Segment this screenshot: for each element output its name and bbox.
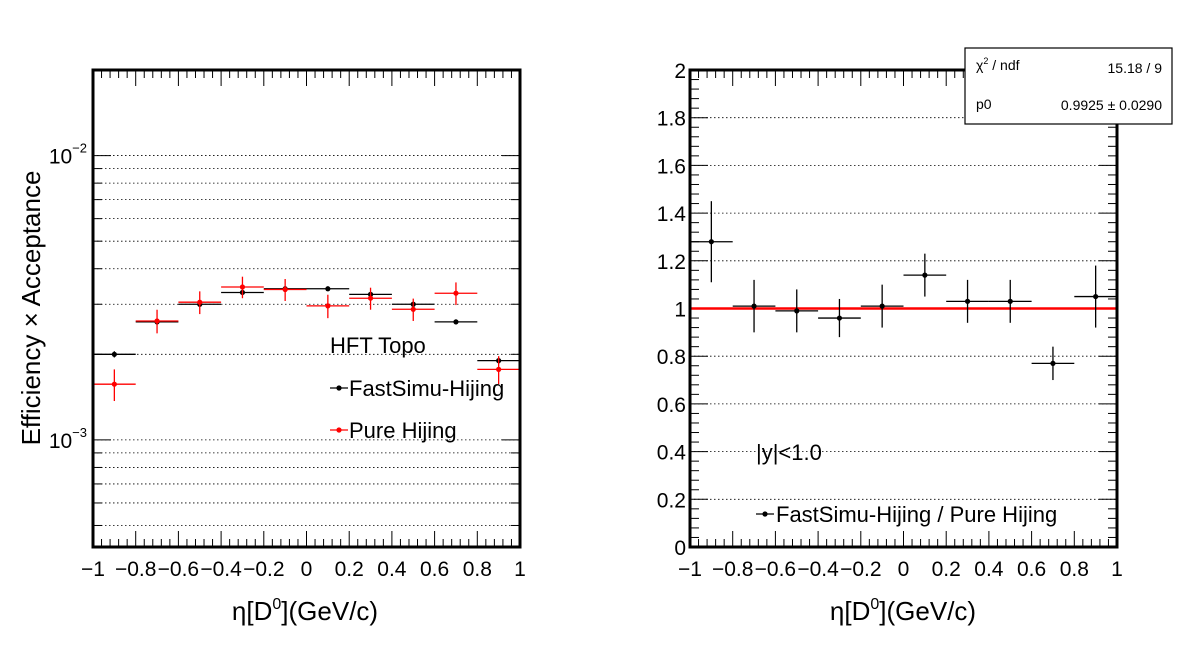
left-x-tick-label: 0.2 bbox=[335, 558, 364, 581]
left-x-tick-label: 0 bbox=[301, 558, 313, 581]
right-y-tick-label: 1.2 bbox=[657, 251, 686, 274]
data-point bbox=[154, 318, 160, 324]
right-x-tick-label: −0.4 bbox=[797, 558, 839, 581]
data-point bbox=[708, 239, 714, 245]
data-point bbox=[964, 298, 971, 304]
legend-entry-purehijing: Pure Hijing bbox=[349, 418, 457, 443]
right-legend: FastSimu-Hijing / Pure Hijing bbox=[756, 502, 1057, 527]
right-x-tick-label: 0.6 bbox=[1017, 558, 1046, 581]
legend-entry-fastsimu: FastSimu-Hijing bbox=[349, 376, 504, 401]
data-point bbox=[453, 290, 459, 296]
series-pure-hijing bbox=[93, 276, 520, 402]
right-y-tick-label: 0.2 bbox=[657, 489, 686, 512]
right-y-tick-label: 0 bbox=[674, 537, 686, 560]
legend-dot-ratio bbox=[762, 511, 768, 517]
data-point bbox=[836, 315, 843, 321]
right-y-tick-label: 1.6 bbox=[657, 155, 686, 178]
left-x-tick-label: 0.8 bbox=[463, 558, 492, 581]
left-x-tick-label: −0.2 bbox=[243, 558, 284, 581]
right-tick-labels: 00.20.40.60.811.21.41.61.82−1 −0.8 −0.6 −0.… bbox=[657, 60, 1123, 581]
stats-p0-value: 0.9925 ± 0.0290 bbox=[1061, 97, 1162, 113]
right-x-tick-label: −0.2 bbox=[840, 558, 881, 581]
left-y-tick-label: 10−3 bbox=[49, 425, 87, 453]
stats-chi2-value: 15.18 / 9 bbox=[1108, 60, 1163, 76]
data-point bbox=[453, 319, 459, 325]
left-x-tick-label: −0.8 bbox=[115, 558, 156, 581]
left-plot-frame bbox=[91, 68, 522, 549]
left-x-axis-label: η[D0](GeV/c) bbox=[232, 596, 378, 626]
data-point bbox=[496, 366, 502, 372]
right-x-tick-label: 0.4 bbox=[974, 558, 1004, 581]
left-y-tick-label: 10−2 bbox=[49, 141, 87, 169]
legend-dot-fastsimu bbox=[336, 385, 342, 391]
right-y-tick-label: 1.8 bbox=[657, 108, 686, 131]
left-tick-labels: 10−2 10−3 −1 −0.8 −0.6 −0.4 −0.2 0 0.2 0.4 0.6 0.8 1 bbox=[49, 141, 526, 581]
series-ratio bbox=[690, 201, 1117, 381]
data-point bbox=[1050, 360, 1056, 366]
left-data-marks bbox=[93, 276, 520, 402]
data-point bbox=[922, 272, 928, 278]
left-x-tick-label: 0.6 bbox=[420, 558, 449, 581]
right-x-tick-label: 0.8 bbox=[1060, 558, 1089, 581]
data-point bbox=[1093, 293, 1099, 300]
right-y-tick-label: 2 bbox=[674, 60, 686, 83]
left-legend: HFT Topo FastSimu-Hijing Pure Hijing bbox=[330, 333, 504, 443]
right-data-marks bbox=[690, 201, 1117, 381]
data-point bbox=[410, 306, 416, 312]
left-x-tick-label: −0.4 bbox=[200, 558, 242, 581]
left-x-tick-label: −0.6 bbox=[158, 558, 199, 581]
left-x-tick-label: 1 bbox=[514, 558, 526, 581]
legend-entry-ratio: FastSimu-Hijing / Pure Hijing bbox=[776, 502, 1057, 527]
data-point bbox=[325, 303, 331, 309]
data-point bbox=[111, 381, 117, 387]
data-point bbox=[879, 303, 885, 309]
data-point bbox=[325, 286, 331, 292]
right-y-tick-label: 0.4 bbox=[657, 442, 687, 465]
right-x-axis-label: η[D0](GeV/c) bbox=[830, 596, 976, 626]
data-point bbox=[751, 303, 757, 309]
data-point bbox=[794, 308, 800, 314]
left-efficiency-panel: 10−210−3−1 −0.8 −0.6 −0.4 −0.2 0 0.2 0.4 0.6 0.8 1… bbox=[16, 68, 526, 626]
left-y-axis-label: Efficiency × Acceptance bbox=[16, 171, 46, 446]
left-x-tick-label: 0.4 bbox=[377, 558, 407, 581]
stats-box-frame bbox=[964, 47, 1173, 125]
right-y-tick-label: 1 bbox=[674, 299, 686, 322]
right-x-tick-label: 0.2 bbox=[932, 558, 961, 581]
right-ratio-panel: 00.20.40.60.811.21.41.61.82−1 −0.8 −0.6 −0.… bbox=[657, 47, 1173, 626]
right-plot-frame bbox=[688, 68, 1119, 549]
left-x-tick-label: −1 bbox=[81, 558, 105, 581]
right-x-tick-label: −1 bbox=[678, 558, 702, 581]
stats-p0-label: p0 bbox=[976, 96, 992, 112]
data-point bbox=[367, 295, 374, 301]
data-point bbox=[282, 286, 288, 293]
right-y-tick-label: 0.6 bbox=[657, 394, 686, 417]
right-x-tick-label: −0.8 bbox=[712, 558, 753, 581]
stats-chi2-label: χ2 / ndf bbox=[976, 56, 1020, 73]
right-x-tick-label: 1 bbox=[1111, 558, 1123, 581]
legend-header: HFT Topo bbox=[330, 333, 426, 358]
data-point bbox=[1007, 298, 1013, 304]
rapidity-annotation: |y|<1.0 bbox=[756, 440, 822, 465]
left-axis-ticks bbox=[92, 69, 521, 547]
data-point bbox=[111, 351, 117, 357]
right-y-tick-label: 1.4 bbox=[657, 203, 687, 226]
right-x-tick-label: 0 bbox=[898, 558, 910, 581]
fit-stats-box: χ2 / ndf 15.18 / 9 p0 0.9925 ± 0.0290 bbox=[964, 47, 1173, 125]
right-y-tick-label: 0.8 bbox=[657, 346, 686, 369]
data-point bbox=[197, 299, 203, 305]
legend-dot-purehijing bbox=[336, 427, 342, 433]
data-point bbox=[239, 284, 246, 290]
right-x-tick-label: −0.6 bbox=[755, 558, 796, 581]
